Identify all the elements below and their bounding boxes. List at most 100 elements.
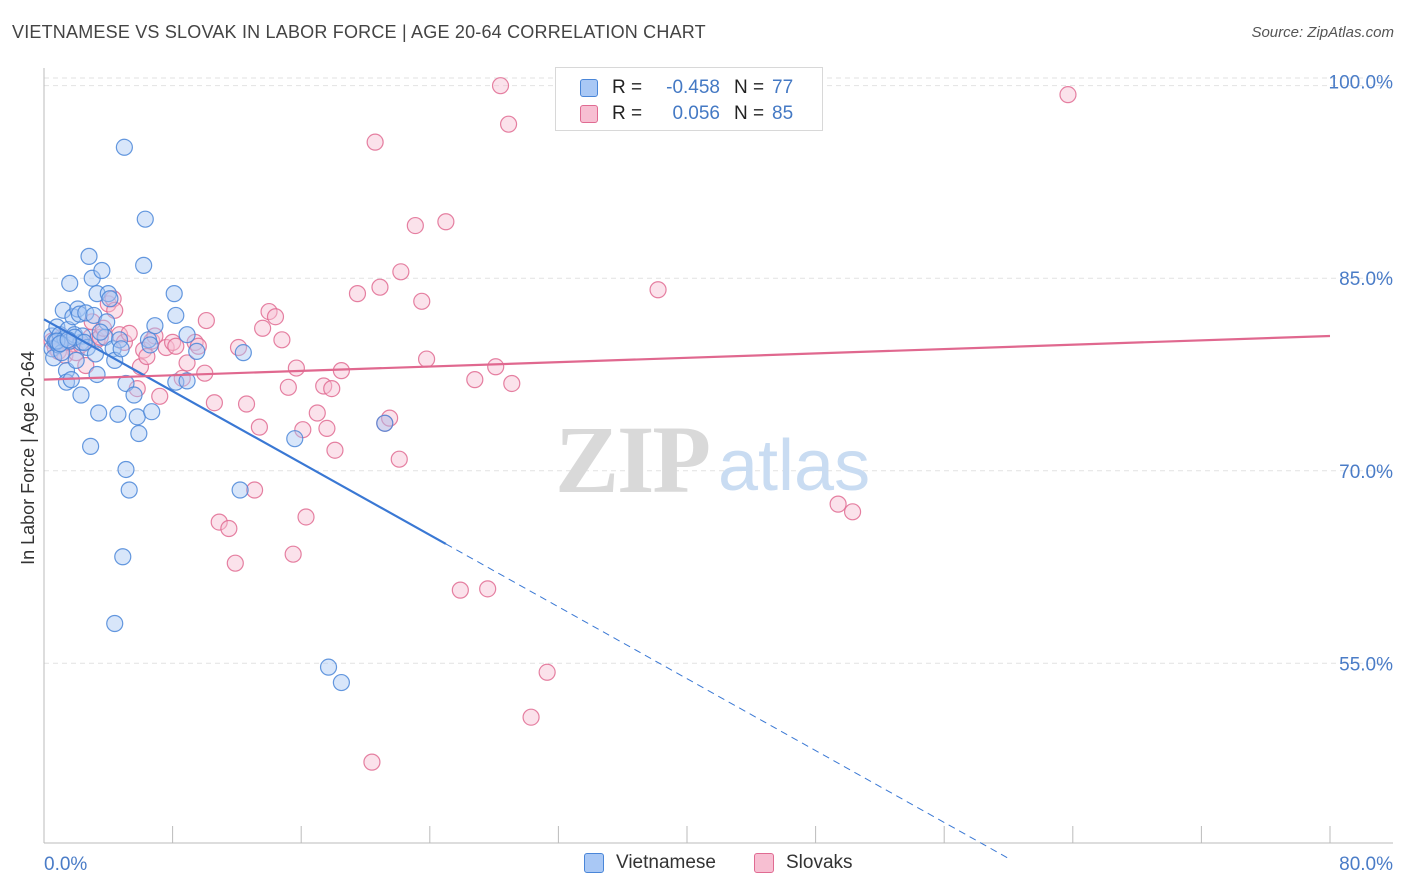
slovaks-point [392, 263, 410, 281]
watermark-zip: ZIP [555, 406, 709, 513]
vietnamese-point [117, 460, 135, 479]
slovaks-point [178, 354, 196, 372]
chart-title: VIETNAMESE VS SLOVAK IN LABOR FORCE | AG… [12, 22, 706, 42]
vietnamese-point [141, 336, 159, 354]
slovaks-point [254, 319, 272, 337]
watermark-atlas: atlas [718, 426, 870, 506]
slovaks-point [491, 77, 510, 95]
vietnamese-point [109, 405, 127, 423]
vietnamese-trend-line [43, 318, 447, 545]
vietnamese-point [67, 351, 85, 369]
vietnamese-point [130, 424, 148, 443]
vietnamese-point [91, 323, 109, 341]
vietnamese-point [135, 256, 153, 274]
slovaks-point [487, 358, 505, 376]
bottom-legend-swatch-slovaks [754, 853, 774, 873]
axes [43, 68, 1393, 844]
vietnamese-point [234, 344, 252, 362]
legend-r-value: 0.056 [672, 103, 720, 124]
slovaks-point [829, 495, 847, 513]
vietnamese-point [167, 306, 185, 325]
slovaks-point [451, 581, 469, 599]
slovaks-point [266, 308, 285, 326]
vietnamese-point [332, 673, 350, 692]
vietnamese-point [143, 403, 161, 421]
vietnamese-point [165, 285, 183, 303]
slovaks-point [413, 292, 431, 310]
slovaks-point [406, 216, 424, 235]
slovaks-point [297, 508, 315, 526]
slovaks-point [323, 380, 341, 398]
vietnamese-point [101, 290, 119, 308]
slovaks-point [279, 378, 297, 396]
slovaks-point [77, 356, 95, 375]
vietnamese-point [70, 305, 88, 323]
bottom-legend-label-vietnamese: Vietnamese [616, 852, 716, 873]
slovaks-point [499, 115, 518, 133]
y-axis-label: In Labor Force | Age 20-64 [18, 351, 38, 565]
slovaks-point [220, 519, 238, 538]
vietnamese-points [43, 138, 394, 692]
slovaks-point [205, 394, 223, 412]
legend-n-value: 77 [772, 77, 794, 98]
vietnamese-point [90, 404, 108, 422]
y-tick-label: 100.0% [1329, 73, 1394, 94]
legend-n-label: N = [734, 103, 765, 124]
legend-n-value: 85 [772, 103, 794, 124]
vietnamese-point [128, 408, 146, 426]
vietnamese-point [125, 386, 143, 404]
legend-r-label: R = [612, 77, 643, 98]
vietnamese-point [59, 331, 77, 349]
vietnamese-point [136, 210, 154, 228]
vietnamese-point [231, 481, 249, 499]
slovaks-point [843, 503, 862, 521]
vietnamese-point [188, 342, 206, 360]
vietnamese-trend-extension [445, 543, 1009, 859]
vietnamese-point [178, 372, 196, 390]
slovaks-point [371, 278, 389, 296]
bottom-legend-swatch-vietnamese [584, 853, 604, 873]
slovaks-point [318, 419, 336, 437]
vietnamese-point [319, 658, 338, 676]
x-tick-label: 0.0% [44, 854, 87, 875]
vietnamese-point [51, 335, 69, 353]
slovaks-point [91, 328, 109, 346]
slovaks-point [381, 409, 399, 427]
vietnamese-point [82, 437, 100, 455]
vietnamese-point [98, 313, 116, 331]
slovaks-point [167, 337, 185, 355]
slovaks-point [229, 338, 248, 357]
slovaks-point [417, 350, 436, 368]
y-tick-label: 85.0% [1339, 269, 1393, 290]
legend-n-label: N = [734, 77, 765, 98]
vietnamese-point [114, 548, 132, 566]
slovaks-point [437, 213, 455, 231]
slovaks-point [287, 359, 305, 377]
y-tick-label: 55.0% [1339, 654, 1393, 675]
slovaks-point [250, 418, 269, 436]
slovaks-point [326, 441, 344, 459]
vietnamese-point [115, 138, 133, 156]
slovaks-point [363, 753, 381, 771]
vietnamese-point [146, 317, 164, 335]
x-tick-label: 80.0% [1339, 854, 1393, 875]
bottom-legend-label-slovaks: Slovaks [786, 852, 853, 873]
vietnamese-point [72, 386, 90, 404]
slovaks-point [151, 387, 169, 405]
gridlines [44, 77, 1393, 664]
tick-labels: 55.0% 70.0% 85.0% 100.0% 0.0% 80.0% [44, 73, 1393, 875]
slovaks-point [120, 324, 138, 343]
vietnamese-point [61, 274, 79, 292]
slovaks-point [197, 311, 215, 330]
slovaks-point [226, 554, 244, 572]
vietnamese-point [54, 301, 72, 319]
vietnamese-point [112, 340, 130, 358]
slovaks-point [390, 450, 408, 468]
vietnamese-point [93, 261, 111, 280]
slovaks-point [210, 513, 228, 531]
vietnamese-point [120, 481, 138, 499]
slovaks-point [479, 580, 497, 598]
vietnamese-point [88, 365, 106, 384]
legend-swatch-vietnamese [580, 79, 598, 97]
